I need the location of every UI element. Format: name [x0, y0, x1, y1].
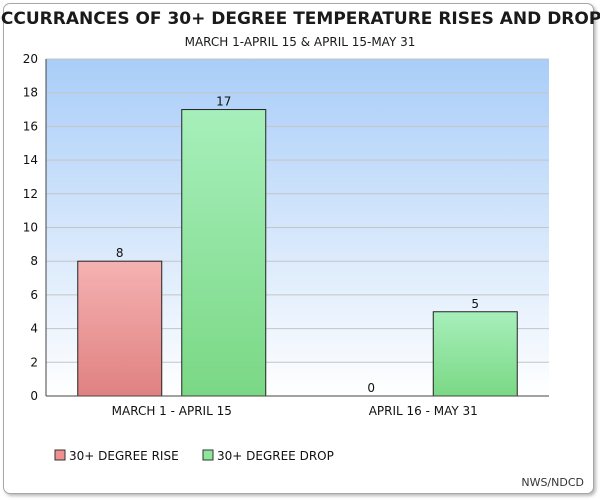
y-tick-label: 18: [23, 86, 38, 100]
y-tick-label: 20: [23, 52, 38, 66]
chart: OCCURRANCES OF 30+ DEGREE TEMPERATURE RI…: [0, 0, 600, 500]
y-tick-label: 6: [30, 288, 38, 302]
chart-subtitle: MARCH 1-APRIL 15 & APRIL 15-MAY 31: [185, 35, 416, 49]
y-tick-label: 14: [23, 153, 38, 167]
y-tick-label: 4: [30, 322, 38, 336]
y-tick-label: 10: [23, 221, 38, 235]
legend-label: 30+ DEGREE DROP: [217, 449, 334, 463]
y-tick-label: 8: [30, 254, 38, 268]
y-axis-ticks: 0 2 4 6 8 10 12 14 16 18 20: [23, 52, 38, 403]
data-label: 5: [471, 297, 479, 311]
data-label: 0: [367, 381, 375, 395]
x-category-label: MARCH 1 - APRIL 15: [112, 404, 232, 418]
x-category-label: APRIL 16 - MAY 31: [369, 404, 478, 418]
credit-text: NWS/NDCD: [521, 476, 584, 489]
legend-label: 30+ DEGREE RISE: [69, 449, 179, 463]
y-tick-label: 0: [30, 389, 38, 403]
data-label: 17: [216, 95, 231, 109]
legend-swatch: [55, 450, 65, 460]
legend-swatch: [203, 450, 213, 460]
data-label: 8: [116, 246, 124, 260]
y-tick-label: 16: [23, 119, 38, 133]
y-tick-label: 2: [30, 355, 38, 369]
bar-drop: [433, 312, 517, 396]
bar-rise: [78, 261, 162, 396]
x-axis-categories: MARCH 1 - APRIL 15 APRIL 16 - MAY 31: [112, 404, 478, 418]
legend: 30+ DEGREE RISE 30+ DEGREE DROP: [55, 449, 334, 463]
bar-drop: [182, 110, 266, 396]
chart-title: OCCURRANCES OF 30+ DEGREE TEMPERATURE RI…: [0, 9, 600, 29]
y-tick-label: 12: [23, 187, 38, 201]
